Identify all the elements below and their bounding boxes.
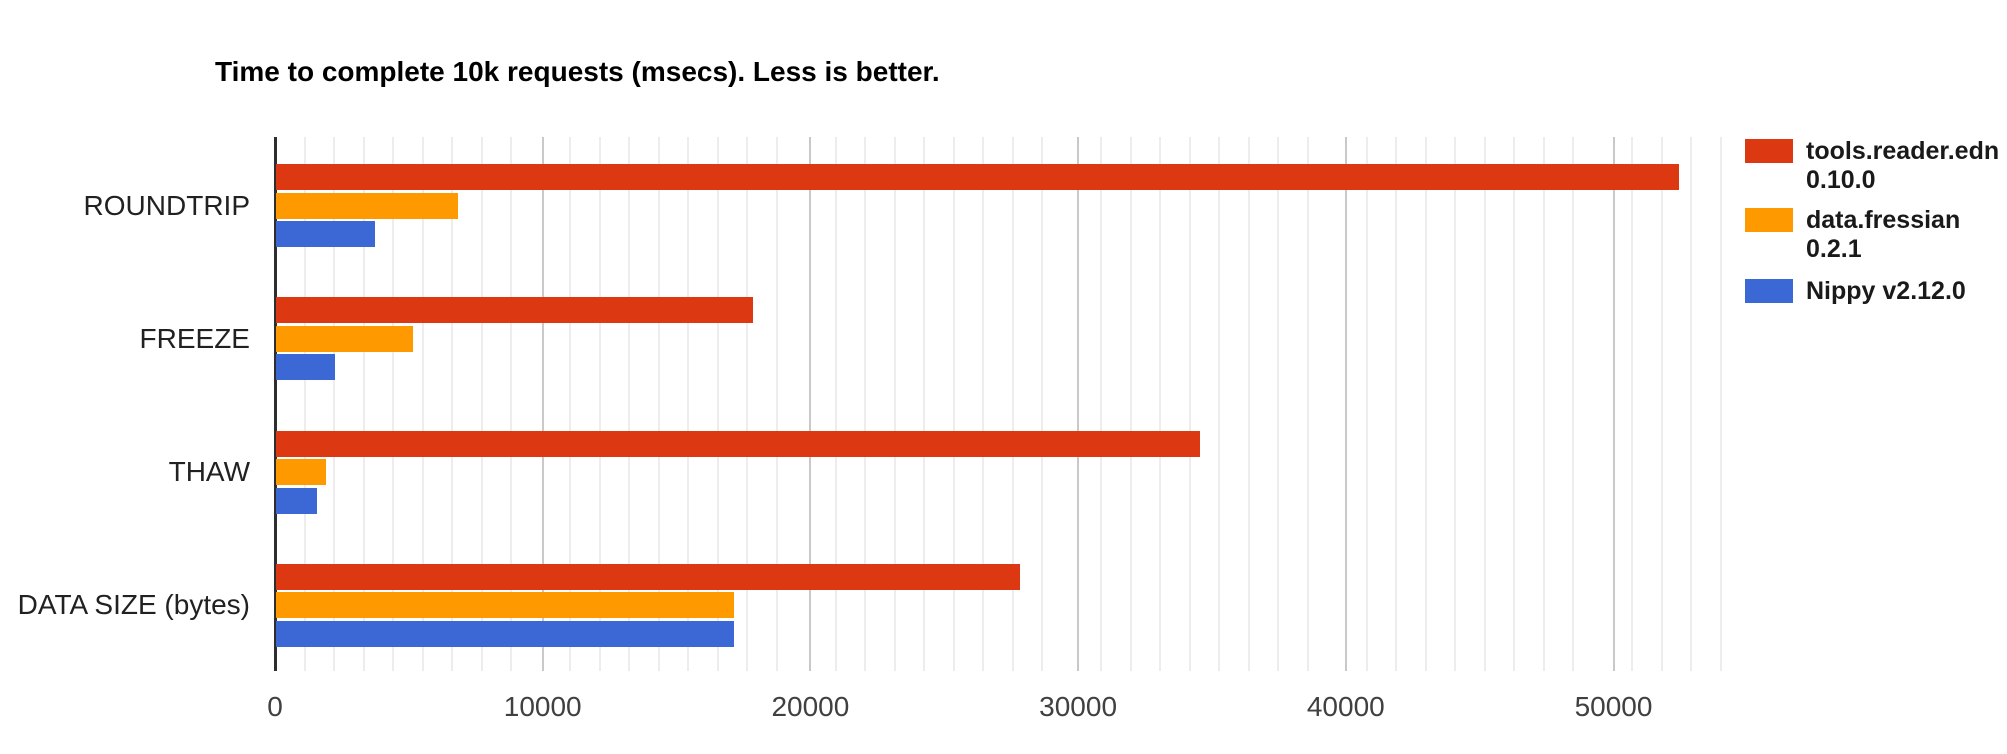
major-gridline [541,137,544,671]
minor-gridline [303,137,306,671]
minor-gridline [1159,137,1162,671]
major-gridline [1344,137,1347,671]
category-label-thaw: THAW [168,456,250,488]
minor-gridline [1188,137,1191,671]
bar-freeze-nippy-v2-12-0[interactable] [276,354,335,381]
minor-gridline [923,137,926,671]
minor-gridline [746,137,749,671]
bar-data-size-bytes-tools-reader-edn-0-10-0[interactable] [276,563,1020,590]
bar-data-size-bytes-nippy-v2-12-0[interactable] [276,620,734,647]
bar-roundtrip-data-fressian-0-2-1[interactable] [276,192,458,219]
legend-label: tools.reader.edn 0.10.0 [1806,137,2000,194]
legend-label: Nippy v2.12.0 [1806,277,1966,305]
minor-gridline [1395,137,1398,671]
x-axis-tick-label: 0 [267,691,283,722]
category-label-roundtrip: ROUNDTRIP [83,189,250,221]
major-gridline [1077,137,1080,671]
minor-gridline [1454,137,1457,671]
minor-gridline [333,137,335,671]
bar-roundtrip-tools-reader-edn-0-10-0[interactable] [276,164,1679,190]
minor-gridline [1483,137,1486,671]
minor-gridline [451,137,453,671]
bar-freeze-tools-reader-edn-0-10-0[interactable] [276,297,753,324]
minor-gridline [392,137,394,671]
x-axis-tick-label: 50000 [1574,691,1653,722]
legend-label: data.fressian 0.2.1 [1806,206,1961,263]
minor-gridline [893,137,896,671]
bar-roundtrip-nippy-v2-12-0[interactable] [276,221,375,247]
minor-gridline [687,137,690,671]
minor-gridline [1041,137,1044,671]
minor-gridline [421,137,424,671]
minor-gridline [598,137,601,671]
minor-gridline [1277,137,1280,671]
minor-gridline [362,137,365,671]
minor-gridline [1660,137,1663,671]
minor-gridline [1247,137,1250,671]
minor-gridline [1218,137,1221,671]
minor-gridline [1542,137,1545,671]
minor-gridline [1719,137,1722,671]
x-axis-tick-label: 10000 [503,691,582,722]
category-label-data-size-bytes: DATA SIZE (bytes) [17,589,250,621]
minor-gridline [480,137,483,671]
minor-gridline [1306,137,1309,671]
x-axis-tick-label: 30000 [1039,691,1118,722]
bar-thaw-data-fressian-0-2-1[interactable] [276,459,326,486]
minor-gridline [657,137,660,671]
category-label-freeze: FREEZE [139,322,250,354]
minor-gridline [628,137,631,671]
x-axis-tick-label: 20000 [771,691,850,722]
minor-gridline [510,137,512,671]
minor-gridline [864,137,867,671]
major-gridline [1612,137,1615,671]
minor-gridline [982,137,985,671]
minor-gridline [834,137,837,671]
bar-freeze-data-fressian-0-2-1[interactable] [276,325,413,352]
minor-gridline [1011,137,1014,671]
bar-data-size-bytes-data-fressian-0-2-1[interactable] [276,592,734,619]
minor-gridline [952,137,955,671]
minor-gridline [775,137,778,671]
bar-thaw-tools-reader-edn-0-10-0[interactable] [276,430,1200,457]
legend-swatch-tools-reader-edn-0-10-0 [1745,139,1793,163]
minor-gridline [569,137,572,671]
minor-gridline [1631,137,1634,671]
minor-gridline [716,137,719,671]
y-axis-baseline [274,137,277,671]
chart-title: Time to complete 10k requests (msecs). L… [215,56,940,87]
x-axis-tick-label: 40000 [1306,691,1385,722]
minor-gridline [1424,137,1427,671]
bar-thaw-nippy-v2-12-0[interactable] [276,487,317,514]
minor-gridline [1365,137,1368,671]
legend-swatch-nippy-v2-12-0 [1745,279,1793,303]
minor-gridline [1572,137,1575,671]
minor-gridline [1129,137,1132,671]
minor-gridline [1690,137,1693,671]
legend-swatch-data-fressian-0-2-1 [1745,208,1793,232]
major-gridline [809,137,812,671]
minor-gridline [1100,137,1103,671]
minor-gridline [1513,137,1516,671]
